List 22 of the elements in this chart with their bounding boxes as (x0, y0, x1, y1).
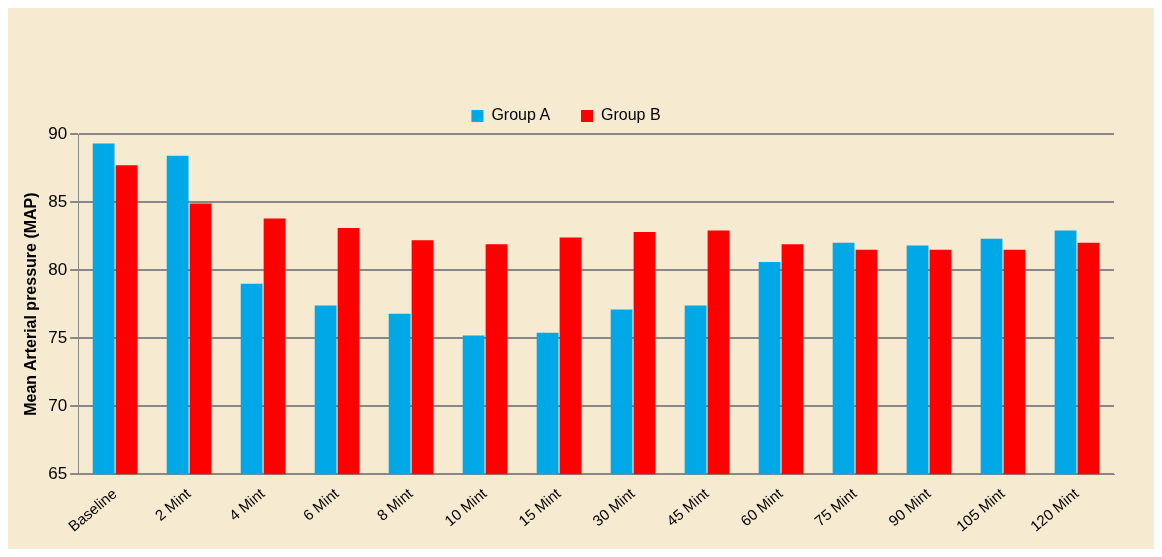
x-tick-label: 10 Mint (441, 484, 491, 530)
x-tick-label: 6 Mint (299, 484, 343, 524)
legend-label: Group A (491, 106, 551, 124)
x-tick-label: 75 Mint (811, 484, 861, 530)
y-axis-title: Mean Arterial pressure (MAP) (22, 192, 40, 416)
y-tick-label: 90 (48, 123, 68, 143)
y-tick-label: 85 (48, 191, 68, 211)
y-tick-label: 80 (48, 259, 68, 279)
x-tick-label: 30 Mint (589, 484, 639, 530)
x-tick-label: 15 Mint (515, 484, 565, 530)
x-tick-label: 90 Mint (885, 484, 935, 530)
legend-label: Group B (601, 106, 661, 124)
y-tick-label: 70 (48, 395, 68, 415)
x-tick-label: 2 Mint (151, 484, 195, 524)
x-tick-label: 60 Mint (737, 484, 787, 530)
y-tick-label: 75 (48, 327, 68, 347)
x-tick-label: 105 Mint (952, 484, 1009, 535)
x-tick-label: 45 Mint (663, 484, 713, 530)
x-tick-label: 120 Mint (1026, 484, 1083, 535)
x-tick-label: 4 Mint (225, 484, 269, 524)
x-tick-label: 8 Mint (373, 484, 417, 524)
y-tick-label: 65 (48, 463, 68, 483)
